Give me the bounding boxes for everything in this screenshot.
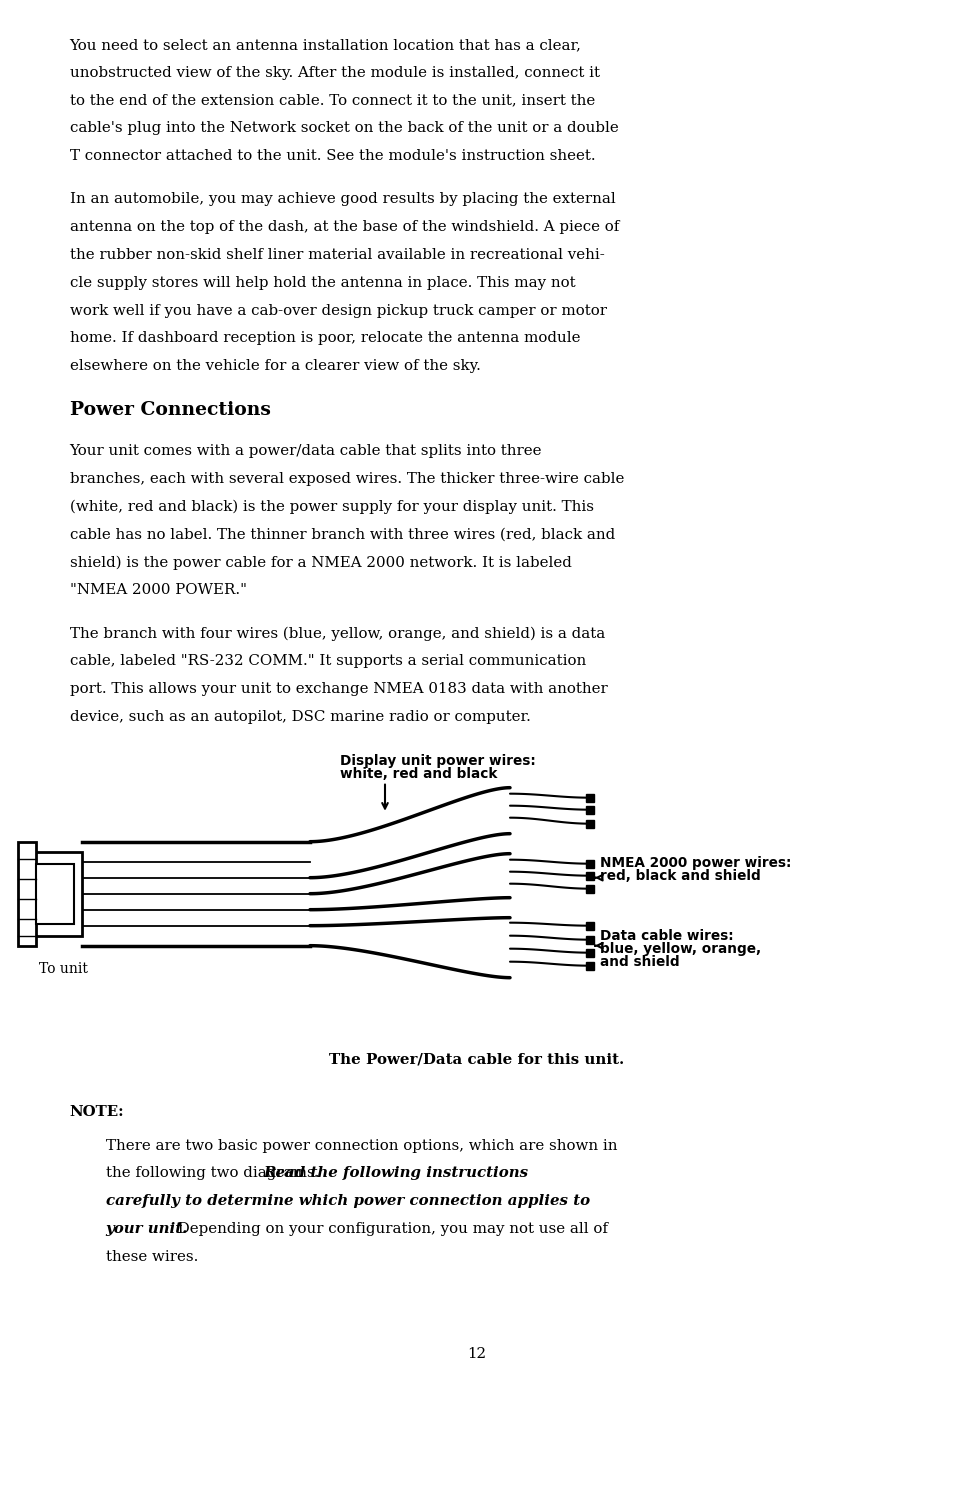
Text: shield) is the power cable for a NMEA 2000 network. It is labeled: shield) is the power cable for a NMEA 20… [70, 555, 571, 570]
Text: the following two diagrams.: the following two diagrams. [106, 1166, 324, 1181]
Text: T connector attached to the unit. See the module's instruction sheet.: T connector attached to the unit. See th… [70, 149, 595, 164]
Text: "NMEA 2000 POWER.": "NMEA 2000 POWER." [70, 583, 247, 596]
Text: work well if you have a cab-over design pickup truck camper or motor: work well if you have a cab-over design … [70, 303, 606, 318]
Text: red, black and shield: red, black and shield [599, 868, 760, 883]
Text: There are two basic power connection options, which are shown in: There are two basic power connection opt… [106, 1139, 617, 1152]
Text: cable's plug into the Network socket on the back of the unit or a double: cable's plug into the Network socket on … [70, 122, 618, 135]
Text: cle supply stores will help hold the antenna in place. This may not: cle supply stores will help hold the ant… [70, 275, 575, 290]
Text: these wires.: these wires. [106, 1249, 198, 1264]
Text: NMEA 2000 power wires:: NMEA 2000 power wires: [599, 855, 791, 870]
Text: carefully to determine which power connection applies to: carefully to determine which power conne… [106, 1194, 589, 1207]
Text: device, such as an autopilot, DSC marine radio or computer.: device, such as an autopilot, DSC marine… [70, 709, 530, 724]
Text: The branch with four wires (blue, yellow, orange, and shield) is a data: The branch with four wires (blue, yellow… [70, 626, 604, 641]
Text: and shield: and shield [599, 955, 679, 970]
Text: port. This allows your unit to exchange NMEA 0183 data with another: port. This allows your unit to exchange … [70, 681, 607, 696]
Text: white, red and black: white, red and black [339, 767, 497, 781]
Text: your unit.: your unit. [106, 1222, 188, 1236]
Text: elsewhere on the vehicle for a clearer view of the sky.: elsewhere on the vehicle for a clearer v… [70, 360, 480, 373]
Text: Read the following instructions: Read the following instructions [263, 1166, 527, 1181]
Text: blue, yellow, orange,: blue, yellow, orange, [599, 941, 760, 956]
Text: antenna on the top of the dash, at the base of the windshield. A piece of: antenna on the top of the dash, at the b… [70, 220, 618, 233]
Text: cable, labeled "RS-232 COMM." It supports a serial communication: cable, labeled "RS-232 COMM." It support… [70, 654, 585, 668]
Text: Depending on your configuration, you may not use all of: Depending on your configuration, you may… [172, 1222, 607, 1236]
Bar [30, 852, 82, 935]
Text: NOTE:: NOTE: [70, 1105, 124, 1120]
Bar [36, 864, 74, 923]
Text: unobstructed view of the sky. After the module is installed, connect it: unobstructed view of the sky. After the … [70, 65, 599, 80]
Text: Your unit comes with a power/data cable that splits into three: Your unit comes with a power/data cable … [70, 445, 541, 458]
Text: the rubber non-skid shelf liner material available in recreational vehi-: the rubber non-skid shelf liner material… [70, 248, 604, 262]
Bar [18, 842, 36, 946]
Text: The Power/Data cable for this unit.: The Power/Data cable for this unit. [329, 1053, 624, 1066]
Text: cable has no label. The thinner branch with three wires (red, black and: cable has no label. The thinner branch w… [70, 528, 615, 541]
Text: In an automobile, you may achieve good results by placing the external: In an automobile, you may achieve good r… [70, 192, 615, 207]
Text: (white, red and black) is the power supply for your display unit. This: (white, red and black) is the power supp… [70, 500, 593, 515]
Text: home. If dashboard reception is poor, relocate the antenna module: home. If dashboard reception is poor, re… [70, 332, 579, 345]
Text: You need to select an antenna installation location that has a clear,: You need to select an antenna installati… [70, 39, 581, 52]
Text: to the end of the extension cable. To connect it to the unit, insert the: to the end of the extension cable. To co… [70, 94, 595, 107]
Text: 12: 12 [467, 1347, 486, 1361]
Text: To unit: To unit [38, 962, 88, 975]
Text: branches, each with several exposed wires. The thicker three-wire cable: branches, each with several exposed wire… [70, 471, 623, 486]
Text: Data cable wires:: Data cable wires: [599, 929, 733, 943]
Text: Power Connections: Power Connections [70, 401, 271, 419]
Text: Display unit power wires:: Display unit power wires: [339, 754, 536, 767]
